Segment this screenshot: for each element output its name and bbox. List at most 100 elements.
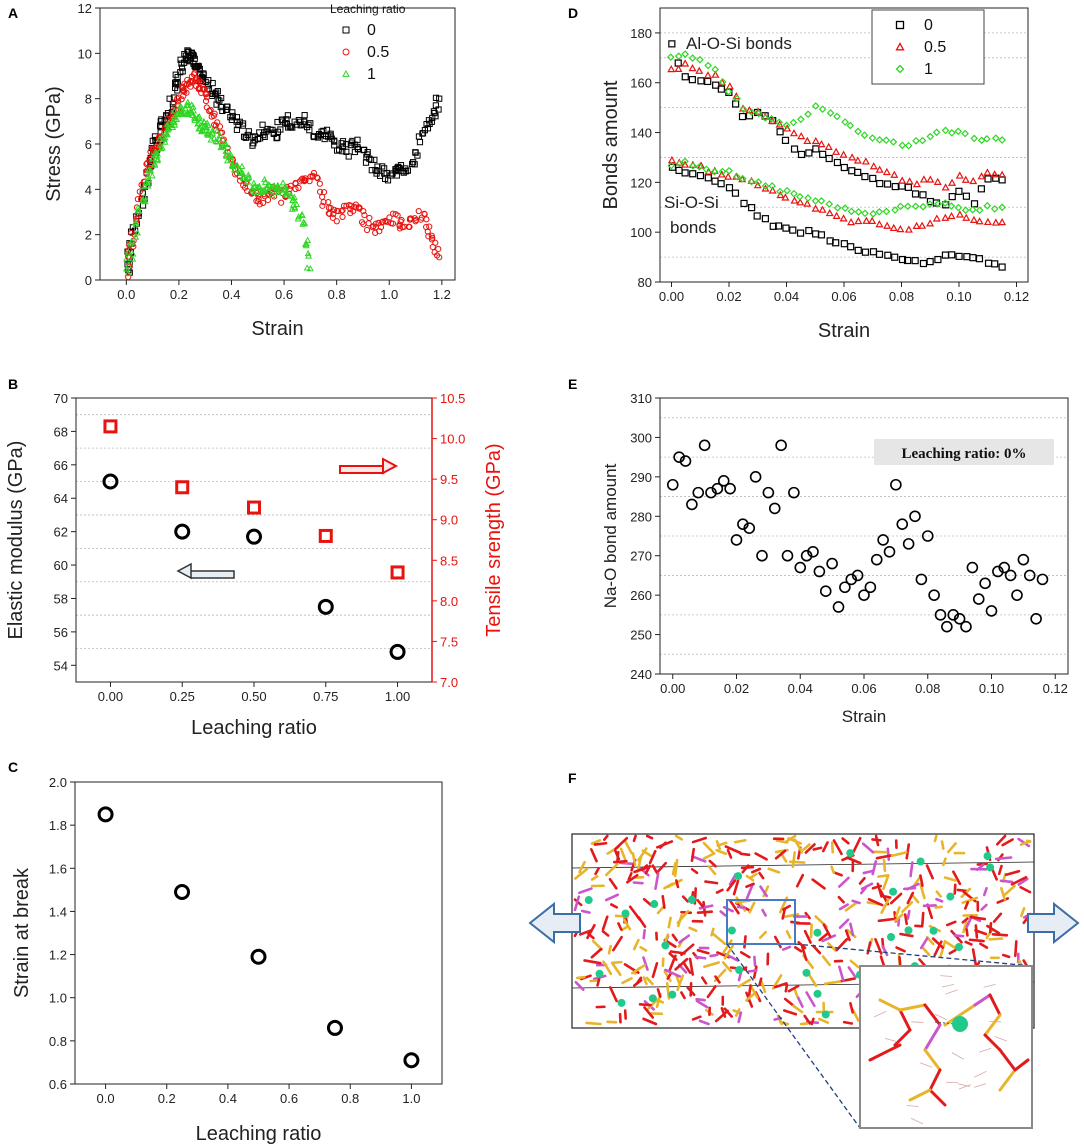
data-point-0 <box>242 134 250 141</box>
bond-point-SiOSi <box>869 248 878 256</box>
bond-point-SiOSi <box>803 199 812 207</box>
bond-point-SiOSi <box>955 210 964 218</box>
data-point-0 <box>200 70 207 77</box>
bond-point-AlOSi <box>696 55 704 64</box>
data-point-0 <box>432 94 440 101</box>
bond-point-SiOSi <box>775 222 783 230</box>
bond-point-AlOSi <box>905 177 914 185</box>
bond-stick <box>821 934 837 943</box>
bond-stick <box>695 999 709 1009</box>
bond-point-AlOSi <box>811 102 820 110</box>
bond-stick <box>691 1015 702 1021</box>
legend-marker <box>342 69 350 77</box>
bond-point-SiOSi <box>854 216 863 225</box>
na-o-point <box>1004 569 1017 582</box>
bond-stick <box>703 961 721 969</box>
bond-point-SiOSi <box>731 189 740 197</box>
data-point-0-5 <box>339 213 346 221</box>
y-tick-label: 62 <box>54 525 68 540</box>
data-point-1 <box>182 105 190 112</box>
bond-stick <box>688 926 698 933</box>
bond-stick <box>841 837 850 845</box>
data-point-1 <box>283 188 290 195</box>
bond-stick <box>767 867 781 874</box>
data-point-0 <box>213 89 220 96</box>
data-point-1 <box>230 166 238 173</box>
bond-point-AlOSi <box>704 77 712 86</box>
data-point-0 <box>233 118 240 125</box>
data-point-1 <box>215 135 223 142</box>
inset-sodium-atom <box>952 1016 968 1032</box>
bond-point-SiOSi <box>790 196 799 204</box>
data-point-0-5 <box>333 218 340 225</box>
data-point-0 <box>157 118 164 125</box>
na-o-point <box>679 455 692 467</box>
bond-stick <box>665 982 671 1000</box>
bond-stick <box>783 997 796 1008</box>
data-point-0-5 <box>175 98 182 105</box>
bond-point-AlOSi <box>841 118 849 126</box>
bond-point-SiOSi <box>926 219 935 227</box>
data-point-0 <box>174 80 181 87</box>
inset-thin-bond <box>973 1083 987 1088</box>
sodium-atom <box>648 994 657 1003</box>
zoom-inset <box>859 965 1033 1129</box>
bond-point-AlOSi <box>970 200 979 208</box>
y-tick-label-right: 8.0 <box>440 594 458 609</box>
bond-point-AlOSi <box>789 118 798 127</box>
data-point-1 <box>233 162 241 169</box>
bond-stick <box>749 872 758 879</box>
bond-point-SiOSi <box>761 215 769 223</box>
bond-point-AlOSi <box>861 172 869 181</box>
bond-stick <box>997 864 1003 876</box>
inset-bond-stick <box>998 1068 1017 1092</box>
bond-stick <box>593 841 608 846</box>
bond-stick <box>682 961 692 975</box>
data-point-0-5 <box>325 204 332 211</box>
bond-point-SiOSi <box>832 239 840 247</box>
bond-stick <box>773 1016 783 1021</box>
bond-point-SiOSi <box>761 182 770 190</box>
bond-stick <box>1003 884 1016 896</box>
bond-stick <box>976 863 985 872</box>
data-point-1 <box>134 229 141 236</box>
bond-stick <box>617 922 623 931</box>
bond-point-SiOSi <box>768 186 777 194</box>
plot-frame <box>74 781 443 1085</box>
data-point-1 <box>144 176 152 183</box>
y-tick-label: 10 <box>78 46 92 61</box>
data-point-0 <box>259 121 266 128</box>
bond-stick <box>882 874 890 891</box>
bond-point-SiOSi <box>841 204 849 212</box>
data-point-0 <box>229 112 236 120</box>
data-point-1 <box>188 109 196 116</box>
bond-stick <box>894 913 904 922</box>
bond-point-AlOSi <box>998 136 1006 144</box>
bond-stick <box>698 1019 710 1026</box>
left-axis-arrow-icon <box>176 562 235 580</box>
bond-point-AlOSi <box>803 136 812 145</box>
data-point-0-5 <box>136 188 143 195</box>
bond-stick <box>739 951 751 959</box>
bond-stick <box>906 891 915 905</box>
bond-point-SiOSi <box>962 213 971 221</box>
data-point-1 <box>151 161 159 168</box>
bond-point-SiOSi <box>753 181 762 189</box>
bond-point-AlOSi <box>738 112 747 121</box>
data-point-1 <box>161 138 169 145</box>
bond-stick <box>918 958 927 967</box>
x-tick-label: 1.0 <box>380 287 398 302</box>
data-point-0 <box>345 153 352 160</box>
data-point-1 <box>251 188 259 196</box>
bond-stick <box>739 852 751 857</box>
data-point-1 <box>204 121 212 128</box>
bond-point-SiOSi <box>984 259 993 267</box>
bond-point-SiOSi <box>882 207 891 216</box>
bond-point-AlOSi <box>767 114 776 123</box>
inset-thin-bond <box>983 984 996 988</box>
bond-stick <box>827 942 837 952</box>
bond-stick <box>667 916 672 929</box>
bond-stick <box>690 867 699 875</box>
bond-stick <box>611 935 623 952</box>
bond-point-SiOSi <box>733 172 741 181</box>
